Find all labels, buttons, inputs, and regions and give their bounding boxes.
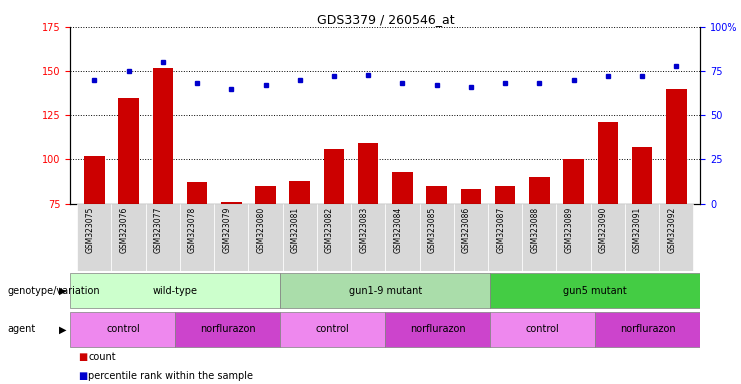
Text: ▶: ▶ bbox=[59, 286, 67, 296]
Text: gun5 mutant: gun5 mutant bbox=[563, 286, 627, 296]
Text: GSM323089: GSM323089 bbox=[565, 207, 574, 253]
Bar bbox=[255, 186, 276, 204]
Bar bbox=[248, 204, 282, 271]
Bar bbox=[529, 177, 550, 204]
Bar bbox=[385, 204, 419, 271]
Text: ■: ■ bbox=[78, 352, 87, 362]
Text: GSM323088: GSM323088 bbox=[531, 207, 539, 253]
Bar bbox=[419, 204, 453, 271]
Bar bbox=[180, 204, 214, 271]
Text: percentile rank within the sample: percentile rank within the sample bbox=[88, 371, 253, 381]
Text: GSM323085: GSM323085 bbox=[428, 207, 436, 253]
Bar bbox=[282, 204, 317, 271]
Bar bbox=[70, 273, 280, 308]
Text: GSM323084: GSM323084 bbox=[393, 207, 402, 253]
Bar bbox=[351, 204, 385, 271]
Bar bbox=[77, 204, 111, 271]
Text: control: control bbox=[106, 324, 140, 334]
Bar bbox=[591, 204, 625, 271]
Text: GSM323078: GSM323078 bbox=[188, 207, 197, 253]
Title: GDS3379 / 260546_at: GDS3379 / 260546_at bbox=[316, 13, 454, 26]
Text: gun1-9 mutant: gun1-9 mutant bbox=[349, 286, 422, 296]
Bar bbox=[187, 182, 207, 204]
Bar bbox=[453, 204, 488, 271]
Bar bbox=[392, 172, 413, 204]
Text: GSM323075: GSM323075 bbox=[85, 207, 94, 253]
Text: GSM323087: GSM323087 bbox=[496, 207, 505, 253]
Text: GSM323081: GSM323081 bbox=[290, 207, 300, 253]
Bar bbox=[280, 312, 385, 347]
Text: GSM323083: GSM323083 bbox=[359, 207, 368, 253]
Text: count: count bbox=[88, 352, 116, 362]
Text: genotype/variation: genotype/variation bbox=[7, 286, 100, 296]
Bar bbox=[385, 312, 491, 347]
Bar bbox=[280, 273, 491, 308]
Bar bbox=[659, 204, 694, 271]
Text: agent: agent bbox=[7, 324, 36, 334]
Bar bbox=[595, 312, 700, 347]
Bar bbox=[495, 186, 516, 204]
Bar bbox=[461, 189, 481, 204]
Bar bbox=[625, 204, 659, 271]
Text: GSM323076: GSM323076 bbox=[119, 207, 129, 253]
Bar bbox=[111, 204, 146, 271]
Text: norflurazon: norflurazon bbox=[410, 324, 465, 334]
Text: control: control bbox=[526, 324, 559, 334]
Bar bbox=[324, 149, 345, 204]
Text: GSM323086: GSM323086 bbox=[462, 207, 471, 253]
Text: wild-type: wild-type bbox=[153, 286, 198, 296]
Bar bbox=[119, 98, 139, 204]
Text: GSM323080: GSM323080 bbox=[256, 207, 265, 253]
Bar bbox=[491, 312, 595, 347]
Bar bbox=[488, 204, 522, 271]
Bar bbox=[317, 204, 351, 271]
Bar bbox=[597, 122, 618, 204]
Text: GSM323079: GSM323079 bbox=[222, 207, 231, 253]
Text: GSM323091: GSM323091 bbox=[633, 207, 642, 253]
Bar bbox=[146, 204, 180, 271]
Bar bbox=[214, 204, 248, 271]
Bar bbox=[491, 273, 700, 308]
Bar bbox=[522, 204, 556, 271]
Text: norflurazon: norflurazon bbox=[200, 324, 256, 334]
Text: ■: ■ bbox=[78, 371, 87, 381]
Bar bbox=[84, 156, 104, 204]
Text: GSM323077: GSM323077 bbox=[154, 207, 163, 253]
Text: norflurazon: norflurazon bbox=[620, 324, 676, 334]
Bar bbox=[556, 204, 591, 271]
Text: GSM323090: GSM323090 bbox=[599, 207, 608, 253]
Bar bbox=[426, 186, 447, 204]
Text: GSM323082: GSM323082 bbox=[325, 207, 334, 253]
Text: GSM323092: GSM323092 bbox=[668, 207, 677, 253]
Bar bbox=[290, 180, 310, 204]
Bar bbox=[176, 312, 280, 347]
Bar bbox=[632, 147, 652, 204]
Bar bbox=[221, 202, 242, 204]
Text: control: control bbox=[316, 324, 350, 334]
Bar bbox=[153, 68, 173, 204]
Bar bbox=[70, 312, 176, 347]
Bar bbox=[563, 159, 584, 204]
Bar bbox=[358, 144, 379, 204]
Text: ▶: ▶ bbox=[59, 324, 67, 334]
Bar bbox=[666, 89, 687, 204]
